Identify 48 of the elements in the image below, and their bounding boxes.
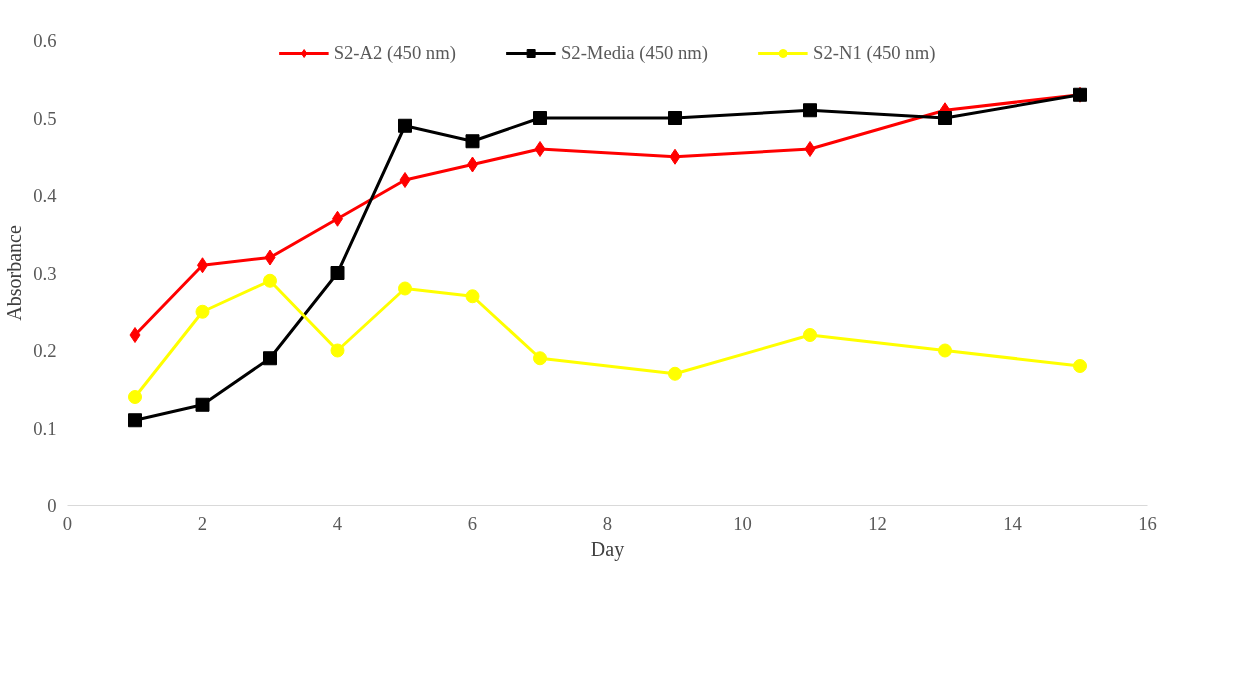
point <box>803 328 817 342</box>
point <box>263 351 277 366</box>
x-axis-title: Day <box>590 537 625 561</box>
point <box>534 141 546 157</box>
point <box>263 273 277 288</box>
point <box>533 111 547 125</box>
point <box>399 172 411 188</box>
y-tick-label: 0.2 <box>33 340 57 361</box>
x-tick-label: 0 <box>62 512 73 534</box>
x-tick-label: 6 <box>467 512 478 534</box>
x-tick-label: 2 <box>197 512 208 534</box>
point <box>668 111 682 125</box>
x-tick-label: 10 <box>733 512 752 534</box>
x-tick-label: 14 <box>1003 512 1023 534</box>
point <box>669 148 681 165</box>
point <box>264 249 276 266</box>
y-tick-label: 0.5 <box>33 107 57 129</box>
point <box>465 289 480 304</box>
point <box>938 111 952 125</box>
point <box>804 141 816 157</box>
y-tick-label: 0 <box>47 495 57 516</box>
point <box>128 413 142 428</box>
y-tick-label: 0.1 <box>33 417 57 439</box>
point <box>398 281 412 296</box>
x-tick-label: 16 <box>1138 512 1157 534</box>
point <box>128 390 142 404</box>
point <box>1073 359 1087 373</box>
point <box>938 343 952 358</box>
point <box>465 134 480 149</box>
point <box>398 118 412 133</box>
point <box>533 351 547 366</box>
point <box>668 366 682 381</box>
x-tick-label: 12 <box>868 512 887 534</box>
point <box>129 327 141 343</box>
legend-label: S2-A2 (450 nm) <box>333 42 456 64</box>
legend-label: S2-N1 (450 nm) <box>813 42 936 64</box>
x-tick-label: 4 <box>332 512 343 534</box>
point <box>330 343 345 358</box>
y-tick-label: 0.6 <box>33 30 57 51</box>
x-tick-label: 8 <box>602 512 613 534</box>
point <box>803 103 817 118</box>
point <box>195 304 210 319</box>
y-tick-label: 0.4 <box>33 185 58 206</box>
point <box>195 397 210 412</box>
point <box>330 266 345 280</box>
y-tick-label: 0.3 <box>33 262 57 284</box>
y-axis-title: Absorbance <box>3 225 26 321</box>
legend-label: S2-Media (450 nm) <box>560 42 709 64</box>
